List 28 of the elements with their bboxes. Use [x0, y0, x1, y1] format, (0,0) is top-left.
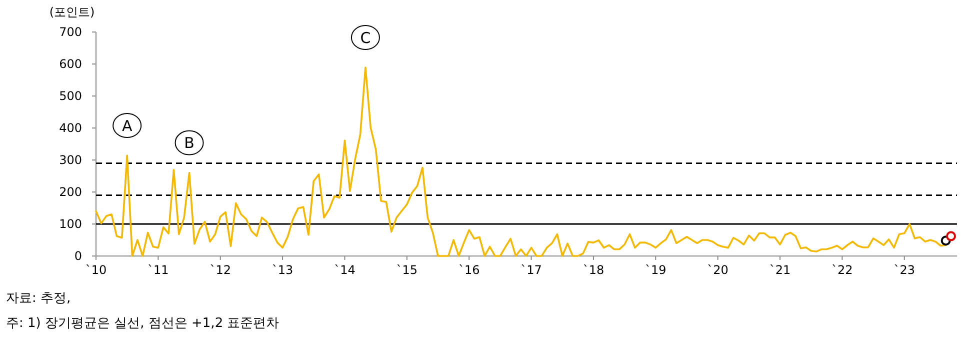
x-tick-label: `15: [396, 263, 418, 277]
y-tick-label: 200: [59, 185, 82, 200]
x-tick-label: `20: [707, 263, 728, 277]
y-tick-label: 0: [74, 249, 82, 264]
y-tick-label: 600: [59, 57, 82, 72]
y-tick-label: 500: [59, 89, 82, 104]
x-tick-label: `19: [644, 263, 666, 277]
x-tick-label: `14: [334, 263, 356, 277]
annotation: B: [184, 134, 194, 152]
y-tick-label: 700: [59, 25, 82, 40]
x-tick-label: `17: [520, 263, 542, 277]
x-tick-label: `11: [148, 263, 169, 277]
x-tick-label: `10: [85, 263, 107, 277]
text: 주: 1) 장기평균은 실선, 점선은 +1,2 표준편차: [6, 316, 280, 331]
annotation: A: [122, 116, 133, 135]
y-axis-title: (포인트): [49, 5, 95, 19]
x-tick-label: `12: [210, 263, 232, 277]
x-tick-label: `21: [769, 263, 791, 277]
x-tick-label: `16: [458, 263, 480, 277]
text: 자료: 추정,: [6, 291, 71, 306]
x-tick-label: `22: [832, 263, 853, 277]
x-tick-label: `13: [272, 263, 294, 277]
y-tick-label: 300: [59, 153, 82, 168]
annotation: C: [360, 28, 371, 47]
x-tick-label: `18: [582, 263, 604, 277]
x-tick-label: `23: [894, 263, 916, 277]
y-tick-label: 400: [59, 121, 82, 136]
y-tick-label: 100: [59, 217, 82, 232]
